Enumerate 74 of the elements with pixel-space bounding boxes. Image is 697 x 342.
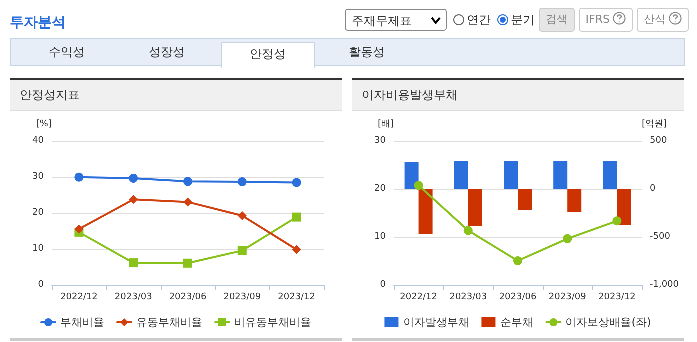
y-tick-label: 40 <box>32 136 44 146</box>
point <box>238 211 247 220</box>
y-tick-label: 0 <box>38 280 44 290</box>
chart-title: 이자비용발생부채 <box>352 80 684 111</box>
bar <box>554 161 568 189</box>
y-tick-label: 30 <box>32 172 44 182</box>
y-axis-title: [배] <box>378 120 394 130</box>
point <box>129 195 138 204</box>
y-tick-label: 10 <box>32 244 44 254</box>
y-tick-label: 10 <box>374 232 386 242</box>
text: 수익성 <box>48 44 86 61</box>
text: 투자분석 <box>10 14 66 32</box>
bar <box>617 189 632 226</box>
bar <box>504 161 518 189</box>
chart-title: 안정성지표 <box>10 80 342 111</box>
text: 분기 <box>510 12 535 28</box>
y-tick-label: 30 <box>374 136 386 146</box>
bar <box>454 161 468 189</box>
point <box>464 226 473 236</box>
legend-label: 순부채 <box>500 316 534 329</box>
x-tick-label: 2023/09 <box>548 292 587 302</box>
bar <box>518 189 532 210</box>
y-axis-title: [%] <box>36 120 52 130</box>
legend-label: 부채비율 <box>60 316 104 329</box>
x-tick-label: 2023/06 <box>169 292 207 302</box>
point <box>74 172 84 182</box>
x-tick-label: 2023/12 <box>278 292 316 302</box>
x-tick-label: 2023/03 <box>450 292 488 302</box>
text: 활동성 <box>348 44 386 61</box>
text: IFRS <box>578 8 633 32</box>
legend-label: 비유동부채비율 <box>234 316 312 329</box>
legend-label: 이자발생부채 <box>404 316 470 329</box>
legend-label: 이자보상배율(좌) <box>566 316 652 329</box>
text: 연간 <box>466 12 491 28</box>
text: 검색 <box>538 8 575 32</box>
y-tick-label: 0 <box>380 280 386 290</box>
point <box>184 258 192 268</box>
bar <box>468 189 482 226</box>
y2-tick-label: 500 <box>650 136 668 146</box>
x-tick-label: 2023/06 <box>499 292 537 302</box>
point <box>129 174 138 183</box>
legend-label: 유동부채비율 <box>136 316 202 329</box>
y2-tick-label: -1,000 <box>650 280 680 290</box>
y-tick-label: 20 <box>32 208 44 218</box>
point <box>612 216 622 226</box>
y2-tick-label: 0 <box>650 184 656 194</box>
x-tick-label: 2023/09 <box>224 292 262 302</box>
x-tick-label: 2022/12 <box>400 292 438 302</box>
text: 안정성 <box>221 42 315 68</box>
point <box>292 212 302 222</box>
y2-axis-title: [억원] <box>642 120 668 130</box>
x-tick-label: 2023/12 <box>598 292 636 302</box>
point <box>292 245 302 254</box>
x-tick-label: 2023/03 <box>114 292 152 302</box>
point <box>414 181 424 190</box>
bar <box>418 189 433 234</box>
point <box>74 224 84 234</box>
point <box>292 178 302 188</box>
bar <box>404 162 419 189</box>
point <box>238 246 247 256</box>
y-tick-label: 20 <box>374 184 386 194</box>
point <box>184 198 192 207</box>
point <box>238 178 247 187</box>
point <box>563 234 572 244</box>
point <box>514 256 522 266</box>
y2-tick-label: -500 <box>650 232 671 242</box>
bar <box>568 189 582 212</box>
x-tick-label: 2022/12 <box>60 292 98 302</box>
point <box>129 258 138 268</box>
point <box>184 177 192 186</box>
text: 산식 <box>637 8 689 32</box>
bar <box>603 161 618 189</box>
dropdown-field: 주재무제표 <box>344 9 447 31</box>
text: 성장성 <box>148 44 186 61</box>
